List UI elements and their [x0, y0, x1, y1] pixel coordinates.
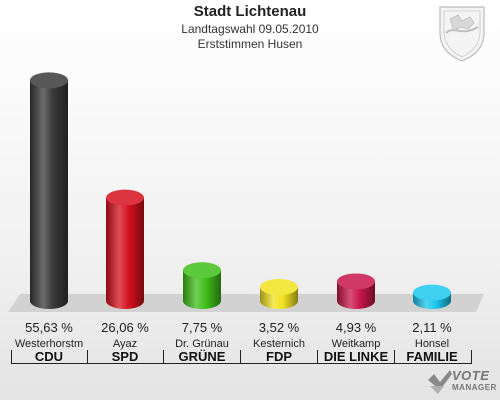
bar-gr-ne [183, 270, 221, 309]
category-label: FDP [266, 349, 292, 364]
category-separator [163, 350, 164, 364]
candidate-label: Westerhorstm [14, 338, 84, 350]
value-label: 7,75 % [181, 320, 223, 335]
value-label: 4,93 % [335, 320, 377, 335]
candidate-label: Kesternich [253, 338, 305, 350]
value-label: 2,11 % [412, 320, 452, 335]
bar-top-familie [413, 284, 451, 301]
candidate-label: Weitkamp [331, 338, 381, 350]
category-separator [317, 350, 318, 364]
category-axis-line [11, 363, 471, 364]
vote-manager-logo-text: VOTE [452, 368, 490, 383]
bar-cdu [30, 80, 68, 309]
value-label: 26,06 % [101, 320, 149, 335]
chart-floor [8, 294, 484, 312]
chart-subtitle-district: Erststimmen Husen [197, 37, 303, 51]
candidate-label: Dr. Grünau [175, 338, 229, 350]
category-separator [11, 350, 12, 364]
category-label: CDU [34, 349, 64, 364]
bar-spd [106, 197, 144, 309]
chart-subtitle-election: Landtagswahl 09.05.2010 [181, 22, 319, 36]
candidate-label: Honsel [414, 338, 450, 350]
bar-top-fdp [260, 279, 298, 296]
chart-title: Stadt Lichtenau [193, 3, 307, 20]
vote-manager-logo-icon [428, 370, 452, 394]
bar-top-cdu [30, 72, 68, 89]
bar-chart [8, 72, 484, 312]
category-separator [87, 350, 88, 364]
bar-top-gr-ne [183, 262, 221, 279]
category-separator [240, 350, 241, 364]
value-label: 3,52 % [258, 320, 300, 335]
category-separator [471, 350, 472, 364]
candidate-label: Ayaz [112, 338, 138, 350]
category-label: SPD [111, 349, 139, 364]
category-label: GRÜNE [178, 349, 226, 364]
category-label: DIE LINKE [323, 349, 389, 364]
coat-of-arms-icon [439, 6, 485, 62]
bar-top-die-linke [337, 273, 375, 290]
category-label: FAMILIE [406, 349, 458, 364]
bar-top-spd [106, 189, 144, 206]
category-separator [394, 350, 395, 364]
value-label: 55,63 % [25, 320, 73, 335]
vote-manager-logo-subtext: MANAGER [452, 383, 497, 392]
